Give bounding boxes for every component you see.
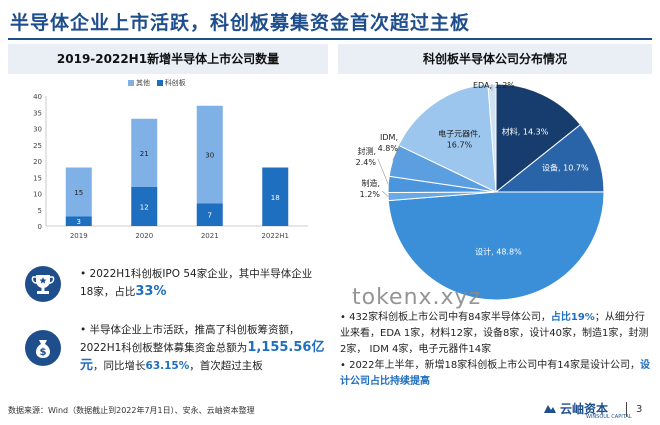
pie-label: 设备, 10.7% [542, 163, 589, 173]
left-bullet-2-text-3: ，首次超过主板 [189, 360, 263, 372]
data-source: 数据来源：Wind（数据截止到2022年7月1日）、安永、云岫资本整理 [8, 406, 255, 415]
legend-label-others: 其他 [136, 79, 150, 87]
bar-segment [65, 167, 92, 217]
pie-chart-heading: 科创板半导体公司分布情况 [338, 44, 652, 74]
left-bullet-2-highlight-2: 63.15% [145, 360, 190, 372]
x-tick-label: 2019 [70, 232, 88, 240]
y-tick-label: 15 [33, 174, 42, 182]
y-tick-label: 25 [33, 142, 42, 150]
bar-value-label: 18 [271, 194, 280, 202]
page-title: 半导体企业上市活跃，科创板募集资金首次超过主板 [10, 12, 471, 34]
pie-label: 制造, [361, 178, 380, 188]
pie-label-value: 1.2% [360, 190, 381, 199]
bar-chart: 0 5 10 15 20 25 30 35 40 3 15 2019 12 21 2020 7 30 2021 18… [33, 93, 308, 240]
left-bullet-1: • 2022H1科创板IPO 54家企业，其中半导体企业18家，占比33% [80, 268, 313, 299]
right-bullet-1-text-2: ；从细分行业来看，EDA 1家，材料12家，设备8家，设计40家，制造1家，封测… [340, 312, 649, 355]
left-bullet-2-highlight-1: 1,155.56亿元 [80, 340, 325, 373]
left-bullet-2-text-2: ，同比增长 [93, 360, 146, 372]
pie-slice [397, 83, 497, 193]
right-bullet-2: • 2022年上半年，新增18家科创板上市公司中有14家是设计公司，设计公司占比… [340, 360, 650, 387]
right-bullet-2-text: 2022年上半年，新增18家科创板上市公司中有14家是设计公司， [349, 360, 640, 371]
pie-label: 电子元器件, [438, 128, 481, 138]
bar-segment [196, 105, 223, 204]
money-bag-icon: $ [25, 330, 61, 366]
page-number-divider [626, 402, 627, 416]
bar-value-label: 12 [140, 204, 149, 212]
bar-segment [131, 118, 158, 187]
pie-label: 封测, [357, 146, 376, 156]
bar-chart-heading: 2019-2022H1新增半导体上市公司数量 [8, 44, 328, 74]
y-tick-label: 10 [33, 191, 42, 199]
logo-mark-icon [544, 405, 556, 413]
pie-label-value: 4.8% [378, 144, 399, 153]
y-tick-label: 5 [38, 207, 42, 215]
bar-legend: 其他 科创板 [128, 78, 186, 88]
right-bullet-1-highlight: 占比19% [550, 312, 595, 323]
pie-leader-line [381, 190, 389, 197]
svg-text:$: $ [40, 347, 47, 358]
x-tick-label: 2020 [135, 232, 153, 240]
pie-chart: EDA, 1.2% 材料, 14.3% 设备, 10.7% 设计, 48.8% 制造, 1… [356, 81, 605, 301]
left-bullet-2-text-1: 半导体企业上市活跃，推高了科创板筹资额，2022H1科创板整体募集资金总额为 [80, 324, 300, 354]
bar-value-label: 15 [74, 189, 83, 197]
pie-label-value: 16.7% [447, 140, 473, 149]
bar-value-label: 30 [205, 152, 214, 160]
pie-leader-line [377, 158, 389, 185]
pie-leader-line [392, 144, 401, 161]
y-tick-label: 30 [33, 126, 42, 134]
legend-label-star: 科创板 [164, 79, 186, 87]
pie-slice [494, 123, 605, 193]
pie-label: 设计, 48.8% [475, 246, 522, 256]
watermark: tokenx.xyz [352, 285, 482, 310]
trophy-icon [25, 266, 61, 302]
bar-value-label: 7 [208, 212, 212, 220]
bar-segment [262, 167, 289, 226]
x-tick-label: 2022H1 [261, 232, 289, 240]
left-bullet-2: • 半导体企业上市活跃，推高了科创板筹资额，2022H1科创板整体募集资金总额为… [80, 324, 325, 373]
bar-segment [65, 216, 92, 226]
pie-slice [495, 83, 582, 194]
bar-segment [196, 203, 223, 226]
pie-label: IDM, [380, 133, 398, 142]
y-tick-label: 35 [33, 109, 42, 117]
bar-value-label: 21 [140, 150, 149, 158]
bar-value-label: 3 [77, 218, 81, 226]
pie-label: EDA, 1.2% [473, 81, 515, 90]
legend-swatch-star [156, 80, 163, 86]
logo-subtitle: WINSOUL CAPITAL [586, 414, 632, 420]
right-bullet-1-text-1: 432家科创板上市公司中有84家半导体公司， [349, 312, 551, 323]
y-tick-label: 20 [33, 158, 42, 166]
left-bullet-1-text: 2022H1科创板IPO 54家企业，其中半导体企业18家，占比 [80, 268, 313, 298]
right-bullet-2-highlight: 设计公司占比持续提高 [340, 360, 650, 387]
pie-slice [387, 191, 605, 301]
bar-segment [131, 187, 158, 226]
pie-label: 材料, 14.3% [502, 127, 549, 137]
y-tick-label: 0 [38, 223, 42, 231]
page-number: 3 [636, 404, 643, 415]
left-bullet-1-highlight: 33% [135, 284, 167, 299]
right-bullets: • 432家科创板上市公司中有84家半导体公司，占比19%；从细分行业来看，ED… [340, 310, 650, 390]
legend-swatch-others [128, 80, 134, 86]
x-tick-label: 2021 [201, 232, 219, 240]
title-divider [8, 38, 652, 40]
pie-label-value: 2.4% [356, 158, 377, 167]
right-bullet-1: • 432家科创板上市公司中有84家半导体公司，占比19%；从细分行业来看，ED… [340, 312, 649, 355]
y-tick-label: 40 [33, 93, 42, 101]
logo-name: 云岫资本 [560, 402, 609, 416]
